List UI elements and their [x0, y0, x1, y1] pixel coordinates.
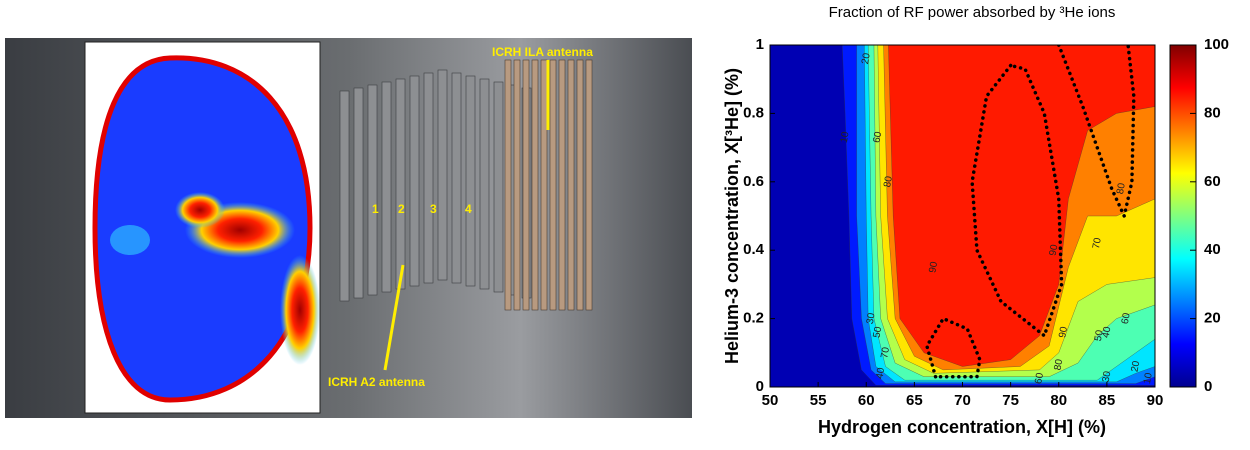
wave-field	[110, 225, 150, 255]
antenna-label: ICRH ILA antenna	[492, 45, 593, 59]
antenna-number: 4	[465, 202, 472, 216]
colorbar-tick-label: 100	[1204, 36, 1229, 53]
x-tick-label: 70	[954, 392, 971, 409]
wave-field	[280, 255, 320, 365]
slat	[340, 91, 349, 301]
x-tick-label: 55	[810, 392, 827, 409]
slat	[586, 60, 592, 310]
chart-title: Fraction of RF power absorbed by ³He ion…	[829, 4, 1116, 21]
y-tick-label: 0	[756, 378, 764, 395]
slat	[424, 73, 433, 283]
y-tick-label: 0.6	[743, 173, 764, 190]
antenna-label: ICRH A2 antenna	[328, 375, 425, 389]
figure: 1 2 3 4 ICRH ILA antenna ICRH A2 antenna…	[0, 0, 1250, 445]
x-tick-label: 90	[1147, 392, 1164, 409]
colorbar-tick-label: 20	[1204, 310, 1221, 327]
y-tick-label: 0.4	[743, 241, 765, 258]
slat	[523, 60, 529, 310]
slat	[532, 60, 538, 310]
wave-field	[175, 192, 225, 228]
x-tick-label: 50	[762, 392, 779, 409]
colorbar-tick-label: 40	[1204, 241, 1221, 258]
slat	[354, 88, 363, 298]
y-tick-label: 0.2	[743, 310, 764, 327]
slat	[480, 79, 489, 289]
slat	[438, 70, 447, 280]
x-tick-label: 65	[906, 392, 923, 409]
slat	[396, 79, 405, 289]
x-axis-label: Hydrogen concentration, X[H] (%)	[818, 417, 1106, 437]
x-tick-label: 75	[1002, 392, 1019, 409]
y-tick-label: 0.8	[743, 104, 764, 121]
colorbar	[1170, 45, 1196, 387]
slat	[494, 82, 503, 292]
slat	[452, 73, 461, 283]
page: 1 2 3 4 ICRH ILA antenna ICRH A2 antenna…	[0, 0, 1250, 450]
slat	[514, 60, 520, 310]
photo-panel: 1 2 3 4 ICRH ILA antenna ICRH A2 antenna	[5, 38, 692, 418]
slat	[410, 76, 419, 286]
y-axis-label: Helium-3 concentration, X[³He] (%)	[722, 68, 742, 364]
antenna-number: 2	[398, 202, 405, 216]
slat	[505, 60, 511, 310]
slat	[550, 60, 556, 310]
slat	[541, 60, 547, 310]
slat	[466, 76, 475, 286]
y-tick-label: 1	[756, 36, 764, 53]
colorbar-tick-label: 60	[1204, 173, 1221, 190]
slat	[577, 60, 583, 310]
slat	[559, 60, 565, 310]
x-tick-label: 80	[1050, 392, 1067, 409]
slat	[568, 60, 574, 310]
colorbar-tick-label: 80	[1204, 104, 1221, 121]
slat	[368, 85, 377, 295]
x-tick-label: 60	[858, 392, 875, 409]
slat	[382, 82, 391, 292]
antenna-number: 3	[430, 202, 437, 216]
antenna-number: 1	[372, 202, 379, 216]
x-tick-label: 85	[1099, 392, 1116, 409]
colorbar-tick-label: 0	[1204, 378, 1212, 395]
